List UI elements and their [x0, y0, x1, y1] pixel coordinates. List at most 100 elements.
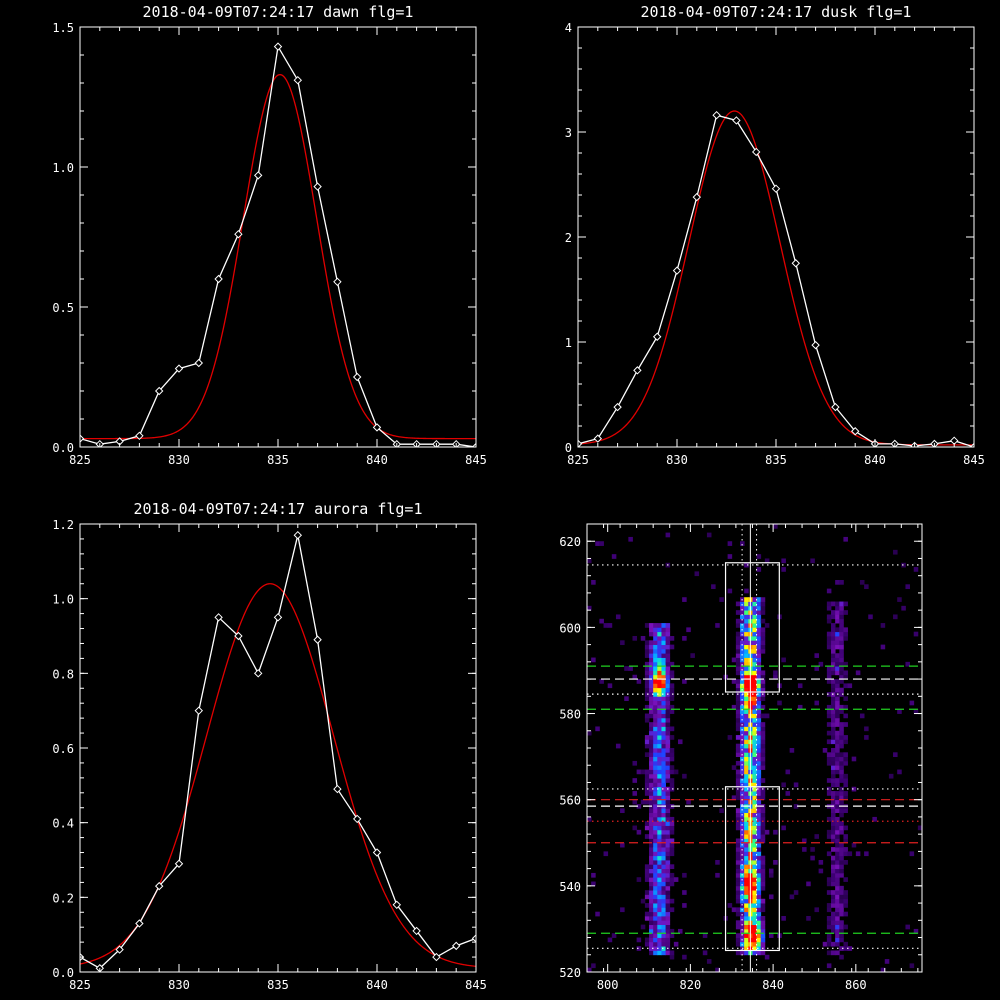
heatmap-cell	[843, 911, 848, 917]
heatmap-cell	[649, 692, 654, 697]
heatmap-cell	[740, 829, 745, 835]
heatmap-cell	[740, 644, 745, 650]
heatmap-cell	[669, 881, 675, 887]
heatmap-cell	[615, 743, 621, 749]
heatmap-cell	[744, 748, 749, 753]
data-point	[831, 402, 840, 412]
heatmap-cell	[607, 623, 613, 628]
heatmap-cell	[839, 903, 844, 908]
heatmap-cell	[768, 894, 774, 900]
heatmap-cell	[649, 778, 654, 783]
heatmap-cell	[752, 730, 757, 736]
dawn-panel: 825 830 835 840 845 0.0 0.5 1.0 1.5 2018-04-09T07…	[52, 3, 487, 467]
heatmap-cell	[735, 700, 741, 706]
heatmap-cell	[826, 679, 832, 684]
heatmap-cell	[814, 666, 820, 671]
heatmap-cell	[661, 636, 666, 641]
heatmap-cell	[740, 739, 745, 745]
heatmap-cell	[752, 898, 757, 904]
heatmap-cell	[752, 933, 757, 938]
heatmap-cell	[831, 860, 836, 865]
heatmap-cell	[843, 903, 848, 908]
heatmap-cell	[644, 872, 650, 878]
plot-frame	[577, 26, 975, 448]
heatmap-cell	[752, 618, 757, 624]
heatmap-cell	[826, 692, 832, 697]
heatmap-cell	[740, 653, 745, 658]
heatmap-cell	[661, 816, 666, 822]
heatmap-cell	[760, 877, 766, 882]
heatmap-cell	[831, 881, 836, 887]
heatmap-cell	[831, 610, 836, 615]
heatmap-cell	[818, 868, 824, 874]
heatmap-cell	[756, 791, 762, 796]
heatmap-cell	[756, 782, 762, 788]
data-line	[80, 44, 476, 447]
heatmap-cell	[735, 907, 741, 913]
heatmap-cell	[831, 657, 836, 663]
heatmap-cell	[843, 782, 848, 788]
heatmap-cell	[740, 808, 745, 814]
data-point	[578, 439, 583, 447]
heatmap-cell	[756, 627, 762, 633]
heatmap-cell	[752, 842, 757, 848]
heatmap-cell	[752, 722, 757, 727]
heatmap-cell	[665, 795, 671, 801]
heatmap-cell	[744, 937, 749, 943]
heatmap-cell	[752, 704, 757, 710]
data-point	[791, 259, 801, 268]
heatmap-cell	[740, 860, 745, 865]
heatmap-cell	[649, 816, 654, 822]
heatmap-cell	[744, 562, 749, 568]
heatmap-cell	[744, 821, 749, 826]
heatmap-cell	[843, 808, 848, 814]
heatmap-cell	[657, 661, 662, 667]
heatmap-cell	[901, 562, 906, 568]
heatmap-cell	[744, 782, 749, 788]
heatmap-cell	[657, 752, 662, 758]
heatmap-cell	[826, 614, 832, 620]
heatmap-cell	[644, 778, 650, 783]
heatmap-cell	[649, 679, 654, 684]
heatmap-cell	[831, 713, 836, 719]
heatmap-cell	[752, 709, 757, 714]
heatmap-cell	[826, 722, 832, 727]
heatmap-cell	[756, 597, 762, 602]
heatmap-cell	[653, 700, 658, 706]
heatmap-cell	[644, 640, 650, 646]
heatmap-cell	[740, 709, 745, 714]
heatmap-cell	[839, 829, 844, 835]
heatmap-cell	[595, 541, 600, 546]
heatmap-cell	[665, 743, 671, 749]
heatmap-cell	[735, 877, 741, 882]
heatmap-cell	[835, 717, 840, 723]
heatmap-cell	[653, 825, 658, 831]
heatmap-cell	[740, 821, 745, 826]
heatmap-cell	[756, 683, 762, 689]
heatmap-cell	[839, 760, 844, 766]
heatmap-cell	[744, 920, 749, 926]
heatmap-cell	[839, 623, 844, 628]
heatmap-cell	[665, 838, 671, 844]
heatmap-cell	[735, 687, 741, 693]
heatmap-cell	[644, 670, 650, 676]
heatmap-cell	[752, 907, 757, 913]
heatmap-cell	[835, 825, 840, 831]
data-point	[115, 945, 124, 954]
heatmap-cell	[740, 868, 745, 874]
heatmap-cell	[735, 666, 741, 671]
heatmap-cell	[657, 791, 662, 796]
heatmap-cell	[661, 765, 666, 770]
heatmap-cell	[644, 743, 650, 749]
heatmap-cell	[744, 860, 749, 865]
heatmap-cell	[744, 855, 749, 861]
heatmap-cell	[649, 786, 654, 792]
heatmap-cell	[653, 735, 658, 740]
heatmap-cell	[657, 773, 662, 779]
heatmap-cell	[657, 851, 662, 857]
heatmap-cell	[735, 735, 741, 740]
heatmap-cell	[661, 890, 666, 895]
heatmap-cell	[835, 610, 840, 615]
heatmap-cell	[653, 709, 658, 714]
heatmap-cell	[740, 683, 745, 689]
